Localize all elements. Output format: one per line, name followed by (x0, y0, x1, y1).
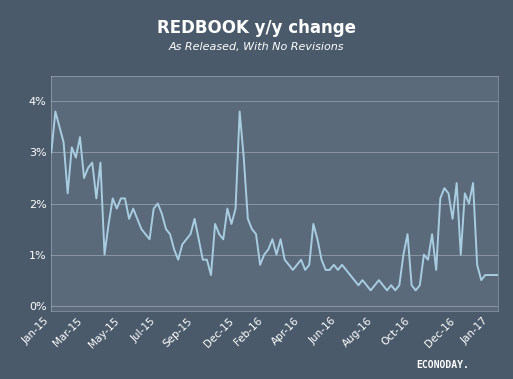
Text: As Released, With No Revisions: As Released, With No Revisions (169, 42, 344, 52)
Text: REDBOOK y/y change: REDBOOK y/y change (157, 19, 356, 38)
Text: ECONODAY.: ECONODAY. (416, 360, 469, 370)
